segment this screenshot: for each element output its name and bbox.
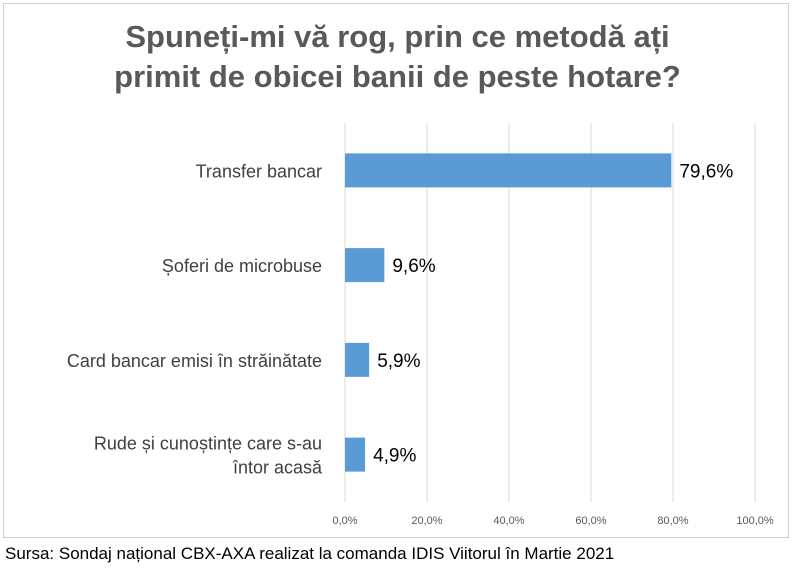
x-tick-label: 20,0%	[411, 515, 442, 527]
category-label-line: Șoferi de microbuse	[162, 256, 322, 276]
chart-frame	[3, 3, 789, 538]
category-label: Transfer bancar	[196, 161, 322, 181]
category-label: Card bancar emisi în străinătate	[67, 351, 322, 371]
category-label-line: întor acasă	[232, 458, 323, 478]
source-note: Sursa: Sondaj național CBX-AXA realizat …	[5, 544, 615, 563]
category-label-line: Transfer bancar	[196, 161, 322, 181]
x-tick-label: 0,0%	[332, 515, 357, 527]
chart-title-line-2: primit de obicei banii de peste hotare?	[114, 59, 681, 94]
x-tick-label: 80,0%	[657, 515, 688, 527]
chart-title: Spuneți-mi vă rog, prin ce metodă ați pr…	[0, 17, 795, 97]
x-tick-label: 100,0%	[736, 515, 774, 527]
x-tick-label: 40,0%	[493, 515, 524, 527]
chart-title-line-1: Spuneți-mi vă rog, prin ce metodă ați	[125, 19, 670, 54]
bar	[345, 342, 370, 377]
data-label: 4,9%	[373, 446, 416, 467]
category-label-line: Card bancar emisi în străinătate	[67, 351, 322, 371]
bar	[345, 437, 366, 472]
category-label: Șoferi de microbuse	[162, 256, 322, 276]
category-label-line: Rude și cunoștințe care s-au	[94, 434, 322, 454]
bar	[345, 153, 672, 188]
data-label: 9,6%	[392, 256, 435, 277]
data-label: 5,9%	[377, 351, 420, 372]
bar	[345, 248, 385, 283]
category-label: Rude și cunoștințe care s-au întor acasă	[94, 434, 323, 478]
x-tick-label: 60,0%	[575, 515, 606, 527]
data-label: 79,6%	[679, 161, 733, 182]
